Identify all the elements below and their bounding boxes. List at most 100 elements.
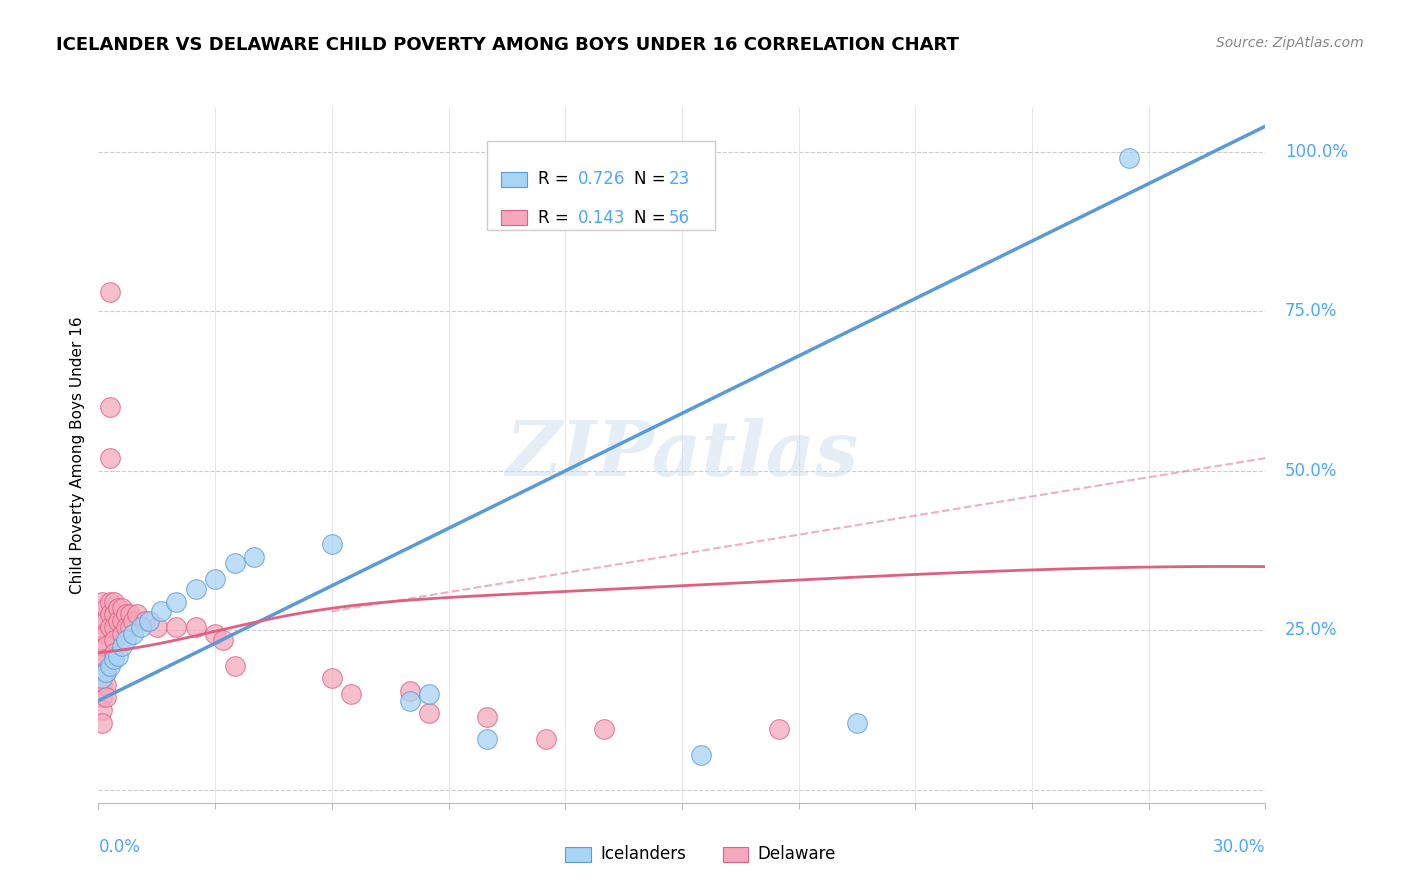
Point	[138, 614, 160, 628]
Point	[224, 658, 246, 673]
Text: ICELANDER VS DELAWARE CHILD POVERTY AMONG BOYS UNDER 16 CORRELATION CHART: ICELANDER VS DELAWARE CHILD POVERTY AMON…	[56, 36, 959, 54]
Point	[118, 620, 141, 634]
Point	[846, 716, 869, 731]
Text: 30.0%: 30.0%	[1213, 838, 1265, 856]
Point	[107, 648, 129, 663]
FancyBboxPatch shape	[565, 847, 591, 862]
Point	[134, 614, 156, 628]
Text: 0.726: 0.726	[578, 170, 626, 188]
Text: N =: N =	[634, 170, 671, 188]
Y-axis label: Child Poverty Among Boys Under 16: Child Poverty Among Boys Under 16	[69, 316, 84, 594]
Point	[165, 595, 187, 609]
Point	[418, 687, 440, 701]
Point	[477, 731, 499, 746]
Text: 56: 56	[669, 209, 690, 227]
Point	[224, 557, 246, 571]
Point	[91, 652, 114, 666]
Point	[96, 626, 118, 640]
Point	[96, 601, 118, 615]
Point	[98, 658, 121, 673]
Point	[111, 614, 134, 628]
Text: Delaware: Delaware	[758, 846, 837, 863]
Point	[212, 633, 235, 648]
Point	[204, 573, 226, 587]
Point	[98, 607, 121, 622]
Point	[103, 607, 125, 622]
Point	[103, 646, 125, 660]
Point	[103, 595, 125, 609]
Text: R =: R =	[538, 170, 575, 188]
Point	[398, 684, 420, 698]
Point	[91, 678, 114, 692]
FancyBboxPatch shape	[501, 172, 527, 187]
FancyBboxPatch shape	[723, 847, 748, 862]
Point	[91, 595, 114, 609]
Point	[768, 723, 790, 737]
Point	[114, 620, 136, 634]
Point	[107, 601, 129, 615]
Point	[340, 687, 363, 701]
Point	[111, 640, 134, 654]
Point	[418, 706, 440, 721]
FancyBboxPatch shape	[486, 141, 714, 230]
Point	[114, 633, 136, 648]
Point	[122, 614, 145, 628]
Point	[593, 723, 616, 737]
Point	[91, 690, 114, 705]
Point	[165, 620, 187, 634]
Point	[103, 620, 125, 634]
Point	[98, 595, 121, 609]
Point	[91, 716, 114, 731]
Point	[98, 400, 121, 414]
Point	[534, 731, 557, 746]
Point	[243, 549, 266, 564]
Point	[91, 703, 114, 717]
Text: 0.0%: 0.0%	[98, 838, 141, 856]
Point	[103, 633, 125, 648]
Point	[118, 607, 141, 622]
Point	[184, 582, 207, 596]
Point	[321, 537, 343, 551]
Text: 23: 23	[669, 170, 690, 188]
Point	[122, 626, 145, 640]
Point	[129, 620, 152, 634]
Point	[96, 678, 118, 692]
Point	[111, 601, 134, 615]
Text: ZIPatlas: ZIPatlas	[505, 418, 859, 491]
Text: 0.143: 0.143	[578, 209, 626, 227]
Point	[204, 626, 226, 640]
Point	[1118, 151, 1140, 165]
Text: Icelanders: Icelanders	[600, 846, 686, 863]
Point	[103, 652, 125, 666]
Point	[96, 690, 118, 705]
Point	[690, 747, 713, 762]
Point	[149, 604, 172, 618]
Text: Source: ZipAtlas.com: Source: ZipAtlas.com	[1216, 36, 1364, 50]
Point	[477, 709, 499, 723]
Point	[96, 665, 118, 679]
Point	[184, 620, 207, 634]
Point	[98, 620, 121, 634]
Point	[91, 665, 114, 679]
Point	[96, 614, 118, 628]
Point	[98, 285, 121, 300]
Point	[111, 626, 134, 640]
Point	[98, 451, 121, 466]
Point	[146, 620, 169, 634]
Text: 25.0%: 25.0%	[1285, 622, 1337, 640]
Point	[107, 614, 129, 628]
Point	[91, 671, 114, 685]
Point	[91, 640, 114, 654]
Point	[96, 652, 118, 666]
Text: 50.0%: 50.0%	[1285, 462, 1337, 480]
Text: R =: R =	[538, 209, 575, 227]
Text: 75.0%: 75.0%	[1285, 302, 1337, 320]
Point	[96, 665, 118, 679]
Point	[398, 694, 420, 708]
Text: 100.0%: 100.0%	[1285, 143, 1348, 161]
Point	[96, 640, 118, 654]
Point	[114, 607, 136, 622]
Point	[127, 607, 149, 622]
Point	[91, 614, 114, 628]
Point	[91, 626, 114, 640]
